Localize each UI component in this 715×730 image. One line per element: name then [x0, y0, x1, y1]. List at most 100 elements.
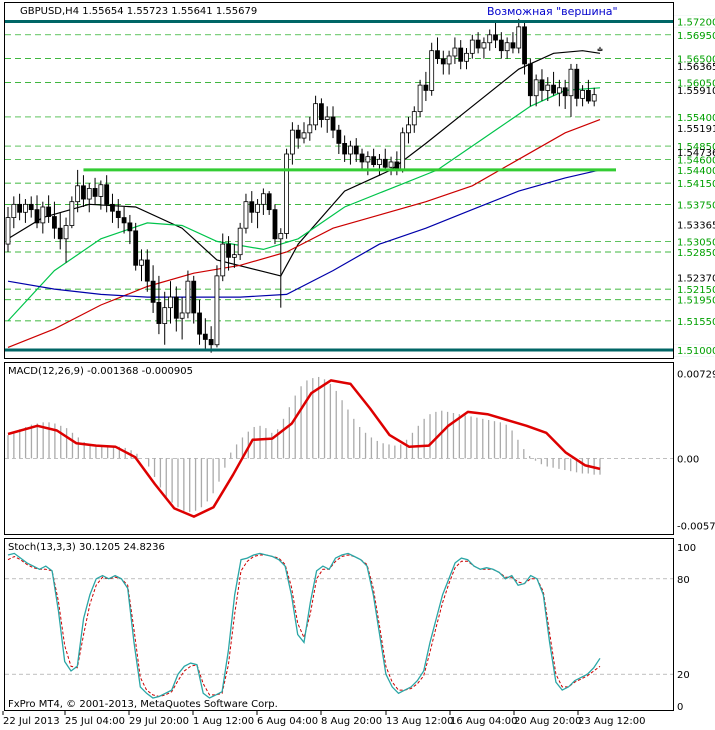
candle-body: [52, 216, 57, 229]
macd-tick-label: 0.00: [677, 454, 699, 465]
stoch-panel-frame: [4, 538, 674, 711]
candle-body: [301, 132, 307, 139]
price-tick-label: 1.53365: [677, 221, 715, 232]
candle-body: [81, 185, 86, 200]
candle-body: [481, 42, 487, 49]
candle-body: [475, 39, 481, 49]
price-level-label: 1.54150: [677, 179, 715, 190]
price-level-label: 1.57200: [677, 18, 715, 29]
price-level-label: 1.51950: [677, 296, 715, 307]
candle-body: [446, 55, 452, 65]
candle-body: [11, 203, 17, 218]
candle-body: [202, 333, 208, 340]
candle-body: [313, 103, 319, 126]
candle-body: [28, 203, 34, 211]
price-level-tag: [674, 235, 714, 248]
macd-panel-frame: [4, 362, 674, 535]
candle-body: [307, 124, 313, 134]
candle-body: [516, 26, 522, 49]
time-tick-label: 8 Aug 20:00: [321, 716, 382, 727]
price-level-label: 1.53050: [677, 237, 715, 248]
candle-body: [139, 259, 144, 266]
candle-body: [17, 203, 23, 213]
price-axis-labels: 1.57200 1.56950 1.56500 1.56050 1.55400 1.548…: [674, 15, 715, 357]
candle-body: [551, 84, 556, 94]
candle-body: [330, 116, 336, 131]
candle-body: [173, 296, 179, 319]
candle-body: [69, 201, 75, 226]
candle-body: [469, 39, 475, 54]
time-tick-label: 23 Aug 12:00: [578, 716, 645, 727]
candle-body: [185, 280, 191, 314]
candle-body: [417, 84, 423, 113]
price-level-label: 1.54600: [677, 155, 715, 166]
candle-body: [75, 185, 81, 203]
price-level-label: 1.51550: [677, 317, 715, 328]
stoch-tick-label: 100: [677, 543, 696, 554]
candle-body: [504, 42, 510, 52]
macd-axis-labels: 0.007299 0.00 -0.005769: [677, 369, 715, 532]
candle-body: [40, 206, 46, 224]
candle-body: [429, 50, 435, 91]
candle-body: [272, 209, 278, 240]
price-level-tag: [674, 283, 714, 296]
price-tick-label: 1.56365: [677, 62, 715, 73]
candle-body: [377, 158, 382, 166]
price-level-tag: [674, 314, 714, 327]
candle-body: [284, 153, 289, 234]
candle-body: [348, 145, 353, 155]
candle-body: [435, 50, 440, 60]
candle-body: [359, 153, 365, 163]
candle-body: [580, 90, 585, 99]
price-level-label: 1.56950: [677, 31, 715, 42]
time-tick-label: 6 Aug 04:00: [257, 716, 318, 727]
candle-body: [533, 79, 539, 97]
candle-body: [208, 339, 214, 346]
candle-body: [86, 188, 92, 200]
candle-body: [156, 301, 162, 324]
key-level-tag: [674, 163, 714, 176]
price-level-tag: [674, 76, 714, 89]
macd-plot: [5, 376, 673, 518]
candle-body: [127, 222, 133, 232]
candle-body: [522, 26, 527, 65]
price-level-label: 1.51000: [677, 346, 715, 357]
candle-body: [371, 156, 377, 166]
candle-body: [388, 161, 394, 168]
stoch-axis-labels: 100 80 20 0: [677, 543, 696, 713]
macd-title: MACD(12,26,9) -0.001368 -0.000905: [8, 366, 193, 377]
candle-body: [452, 47, 458, 57]
price-level-label: 1.56050: [677, 78, 715, 89]
candle-body: [214, 275, 220, 346]
price-level-label: 1.55400: [677, 113, 715, 124]
candle-body: [597, 48, 603, 51]
price-level-label: 1.56500: [677, 55, 715, 66]
candle-body: [162, 307, 168, 324]
candle-body: [266, 193, 272, 211]
price-level-tag: [674, 198, 714, 211]
moving-average-line: [7, 119, 601, 348]
candle-body: [324, 116, 330, 120]
candle-body: [278, 233, 284, 240]
price-level-label: 1.54850: [677, 142, 715, 153]
candle-body: [493, 34, 498, 41]
candle-body: [34, 209, 40, 224]
stoch-tick-label: 80: [677, 575, 690, 586]
price-level-tag: [674, 110, 714, 123]
price-panel-frame: [4, 2, 674, 359]
candle-body: [411, 111, 417, 126]
price-level-tag: [674, 140, 714, 153]
price-level-label: 1.52150: [677, 285, 715, 296]
time-axis: 22 Jul 2013 25 Jul 04:00 29 Jul 20:00 1 Aug…: [2, 711, 645, 727]
stoch-main-line: [7, 552, 601, 699]
candle-body: [498, 39, 504, 52]
candle-body: [400, 132, 406, 171]
candle-body: [464, 52, 469, 62]
candle-body: [98, 184, 104, 197]
price-tick-label: 1.54736: [677, 148, 715, 159]
candle-body: [191, 280, 197, 314]
candle-body: [423, 84, 429, 91]
copyright-text: FxPro MT4, © 2001-2013, MetaQuotes Softw…: [8, 699, 278, 710]
